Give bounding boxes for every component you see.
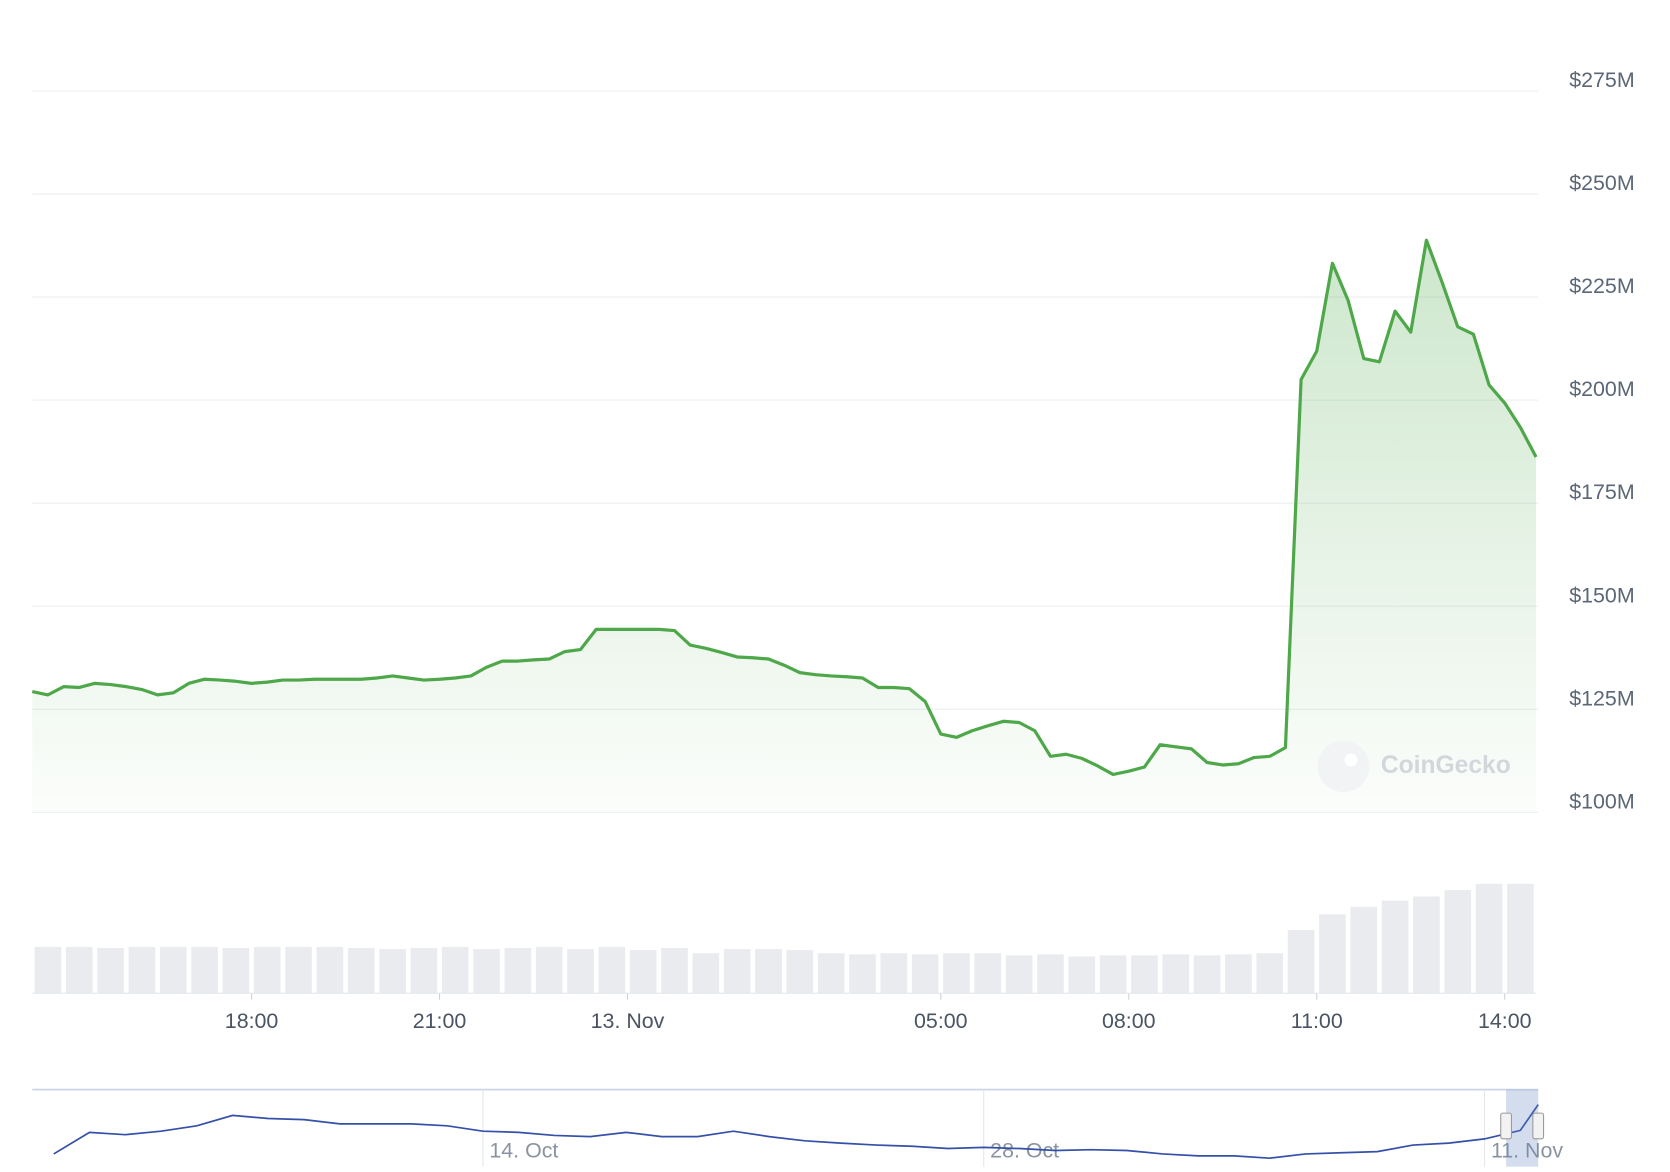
volume-bar [755,949,782,994]
navigator-tick-label: 14. Oct [489,1138,558,1162]
y-tick-label: $275M [1569,68,1634,92]
volume-bar [911,954,939,994]
x-tick-label: 21:00 [413,1009,467,1033]
volume-bar [1350,906,1378,994]
volume-bar [316,946,344,994]
volume-bar [817,953,845,994]
y-tick-label: $175M [1569,480,1634,504]
volume-bar [1131,955,1158,994]
volume-bar [1413,896,1440,994]
y-tick-label: $200M [1569,377,1634,401]
volume-bar [34,946,62,994]
volume-bar [410,947,438,994]
x-tick-label: 05:00 [914,1009,968,1033]
volume-bar [473,949,500,994]
volume-bar [128,946,156,994]
watermark: CoinGecko [1317,740,1511,793]
price-line [31,238,1538,777]
volume-bar [1507,883,1534,994]
area-fill [32,240,1537,813]
volume-bar [1225,954,1252,994]
volume-bar [1319,914,1346,994]
watermark-text: CoinGecko [1381,752,1511,779]
volume-bar [1381,900,1409,994]
volume-bar [222,947,250,994]
x-tick-label: 14:00 [1478,1009,1532,1033]
navigator-handle [1532,1112,1545,1140]
volume-bar [253,946,281,994]
volume-bar [1005,955,1033,994]
volume-bar [1287,930,1315,994]
watermark-logo [1317,740,1370,793]
volume-bar [567,949,594,994]
volume-bar [504,947,532,994]
watermark-eye [1344,753,1358,767]
volume-bar [786,950,814,994]
volume-bar [629,950,657,994]
volume-bar [661,947,688,994]
y-tick-label: $225M [1569,274,1634,298]
volume-bar [598,946,626,994]
x-tick-label: 18:00 [225,1009,279,1033]
volume-bar [285,946,312,994]
volume-bar [692,953,720,994]
volume-bar [1037,954,1064,994]
y-tick-label: $150M [1569,583,1634,607]
volume-bar [1444,890,1472,994]
volume-bar [880,953,908,994]
navigator-tick-label: 11. Nov [1491,1138,1563,1162]
volume-bar [723,949,751,994]
volume-bar [97,947,124,994]
navigator-line [53,1104,1539,1160]
volume-bar [1256,953,1284,994]
volume-bar [943,953,970,994]
volume-bar [535,946,563,994]
volume-bar [159,946,187,994]
volume-bar [849,954,876,994]
volume-bar [347,947,375,994]
volume-bar [1475,883,1503,994]
volume-bar [1099,955,1127,994]
volume-bar [191,946,218,994]
x-tick-label: 13. Nov [591,1009,665,1033]
y-tick-label: $125M [1569,686,1634,710]
x-tick-label: 11:00 [1291,1009,1343,1033]
volume-bar [974,953,1002,994]
volume-bar [379,949,406,994]
volume-bar [1068,956,1096,994]
x-tick-label: 08:00 [1102,1009,1156,1033]
volume-bar [441,946,469,994]
navigator-handle [1500,1112,1512,1140]
volume-bar [1193,955,1221,994]
volume-bar [65,946,93,994]
volume-bar [1162,954,1190,994]
y-tick-label: $250M [1569,171,1634,195]
y-tick-label: $100M [1569,789,1634,813]
